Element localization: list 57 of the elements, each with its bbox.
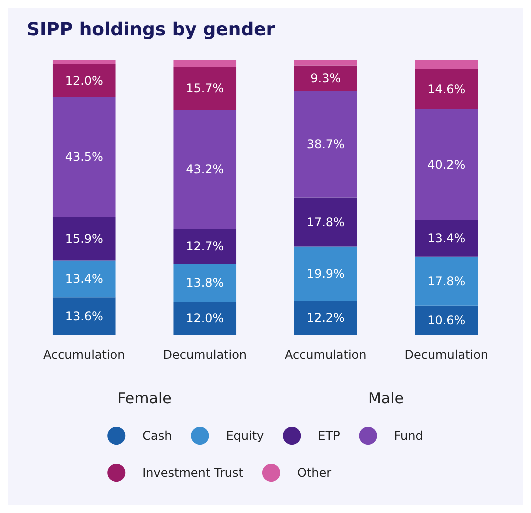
bar: [415, 256, 478, 306]
bar: [294, 246, 358, 302]
bar: [174, 60, 237, 68]
bar: [415, 306, 478, 335]
bar: [52, 217, 116, 261]
bar: [415, 60, 478, 70]
bar: [294, 60, 358, 66]
data-label: 13.8%: [186, 276, 224, 290]
data-label: 13.4%: [65, 272, 104, 286]
bar: [52, 64, 116, 98]
data-label: 14.6%: [428, 82, 466, 96]
bar: [294, 198, 358, 247]
bar: [294, 301, 358, 335]
bar: [52, 97, 116, 218]
legend-label: Fund: [394, 429, 424, 443]
data-label: 40.2%: [428, 158, 466, 172]
bar: [52, 60, 116, 64]
bar: [174, 302, 237, 335]
data-label: 17.8%: [306, 215, 345, 230]
x-tick-label: Decumulation: [404, 348, 489, 362]
bar: [52, 298, 116, 335]
chart-title: SIPP holdings by gender: [27, 20, 276, 40]
data-label: 43.5%: [65, 150, 104, 164]
bar: [174, 229, 237, 264]
data-label: 13.4%: [428, 231, 466, 246]
data-label: 12.0%: [65, 74, 104, 88]
bar: [415, 110, 478, 220]
data-label: 10.6%: [428, 313, 466, 328]
legend-label: Cash: [142, 429, 172, 443]
data-label: 12.0%: [186, 312, 224, 326]
x-tick-label: Accumulation: [284, 348, 367, 362]
x-tick-label: Accumulation: [43, 348, 126, 362]
bar: [174, 110, 237, 230]
data-label: 38.7%: [306, 138, 345, 152]
data-label: 15.7%: [186, 82, 224, 96]
bar: [415, 69, 478, 110]
data-label: 12.2%: [306, 311, 345, 326]
text: Male: [368, 390, 404, 408]
data-label: 13.6%: [65, 309, 104, 324]
legend-label: Investment Trust: [142, 466, 244, 480]
text: Female: [118, 390, 172, 408]
bar: [294, 91, 358, 198]
legend-label: Equity: [226, 429, 264, 443]
bar: [174, 67, 237, 110]
x-tick-label: Decumulation: [163, 348, 248, 362]
bar: [52, 260, 116, 298]
legend-label: Other: [297, 466, 332, 480]
data-label: 15.9%: [65, 232, 104, 246]
data-label: 17.8%: [428, 274, 466, 288]
bar: [174, 264, 237, 302]
data-label: 12.7%: [186, 240, 224, 254]
bar: [294, 66, 358, 92]
legend-label: ETP: [318, 429, 340, 443]
data-label: 43.2%: [186, 162, 224, 177]
bar: [415, 220, 478, 257]
data-label: 19.9%: [306, 267, 345, 282]
data-label: 9.3%: [310, 72, 342, 86]
